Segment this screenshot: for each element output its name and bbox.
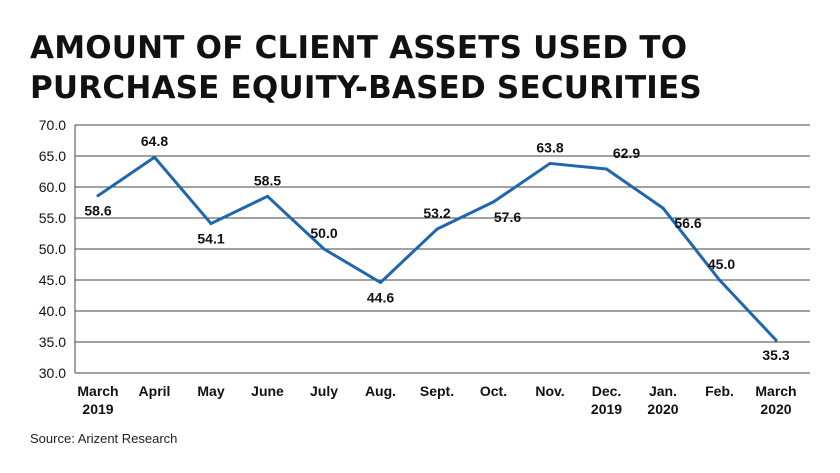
source-note: Source: Arizent Research	[30, 431, 178, 446]
data-point	[661, 206, 665, 210]
data-label: 57.6	[494, 209, 521, 225]
y-tick-label: 35.0	[39, 334, 66, 350]
data-label: 53.2	[423, 205, 450, 221]
data-label: 44.6	[367, 289, 394, 305]
data-point	[718, 278, 721, 282]
data-label: 62.9	[613, 145, 640, 161]
data-label: 58.5	[254, 172, 281, 188]
x-tick-label: July	[310, 383, 338, 399]
y-tick-label: 40.0	[39, 303, 66, 319]
x-tick-label: March	[755, 383, 796, 399]
x-tick-label: May	[197, 383, 224, 399]
data-label: 56.6	[674, 215, 701, 231]
x-tick-label: Dec.	[592, 383, 622, 399]
data-label: 63.8	[536, 139, 563, 155]
y-tick-label: 70.0	[39, 117, 66, 133]
data-label: 35.3	[762, 347, 789, 363]
data-label: 64.8	[141, 133, 168, 149]
x-tick-label: Sept.	[420, 383, 454, 399]
data-point	[605, 167, 608, 171]
data-point	[322, 247, 326, 251]
x-tick-label: June	[251, 383, 284, 399]
x-tick-label: 2020	[647, 401, 678, 417]
x-tick-label: Jan.	[649, 383, 677, 399]
x-tick-label: 2020	[760, 401, 791, 417]
data-label: 45.0	[708, 256, 735, 272]
data-point	[774, 338, 778, 342]
data-label: 58.6	[84, 203, 111, 219]
y-tick-label: 60.0	[39, 179, 66, 195]
data-point	[209, 222, 213, 226]
data-point	[153, 155, 156, 159]
data-point	[435, 227, 439, 231]
data-point	[492, 200, 495, 204]
y-tick-label: 45.0	[39, 272, 66, 288]
x-tick-label: Nov.	[535, 383, 564, 399]
y-tick-label: 50.0	[39, 241, 66, 257]
x-tick-label: 2019	[82, 401, 113, 417]
data-point	[548, 161, 552, 165]
data-label: 50.0	[310, 225, 337, 241]
data-point	[266, 194, 269, 198]
x-tick-label: April	[139, 383, 171, 399]
data-label: 54.1	[197, 231, 224, 247]
x-tick-label: Oct.	[480, 383, 507, 399]
data-point	[379, 280, 382, 284]
y-tick-label: 65.0	[39, 148, 66, 164]
y-tick-label: 55.0	[39, 210, 66, 226]
x-tick-label: Aug.	[365, 383, 396, 399]
x-tick-label: March	[77, 383, 118, 399]
x-tick-label: 2019	[591, 401, 622, 417]
x-tick-label: Feb.	[705, 383, 734, 399]
y-tick-label: 30.0	[39, 365, 66, 381]
data-point	[96, 194, 100, 198]
chart-title: AMOUNT OF CLIENT ASSETS USED TO PURCHASE…	[30, 30, 702, 106]
